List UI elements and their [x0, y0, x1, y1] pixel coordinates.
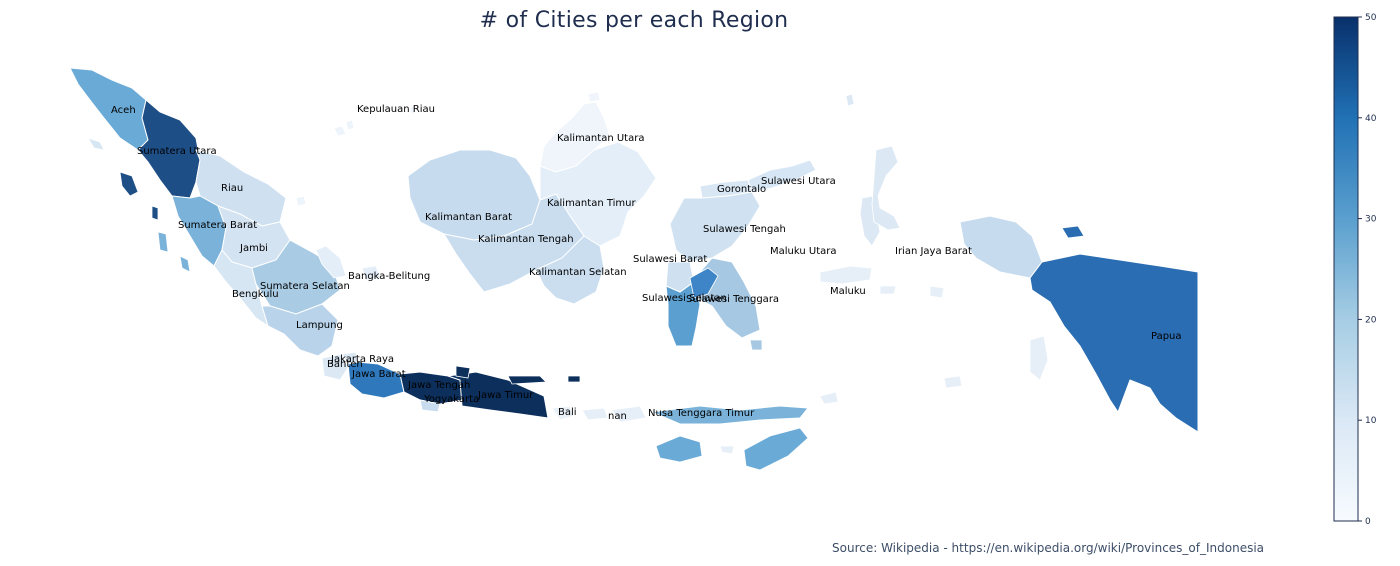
region-kalimantan-barat[interactable]	[407, 149, 541, 241]
label-riau: Riau	[221, 183, 243, 194]
label-jawa-timur: Jawa Timur	[477, 390, 534, 401]
region-nusa-tenggara-timur[interactable]	[650, 405, 809, 425]
label-bali: Bali	[558, 407, 577, 418]
label-kalimantan-selantan: Kalimantan Selatan	[529, 267, 627, 278]
region-sulawesi-utara[interactable]	[747, 159, 817, 193]
label-kalimantan-timur: Kalimantan Timur	[547, 198, 636, 209]
region-banten[interactable]	[321, 353, 349, 381]
kalimantan-island	[407, 91, 657, 305]
label-bengkulu: Bengkulu	[232, 289, 279, 300]
label-papua: Papua	[1151, 331, 1182, 342]
colorbar-tick-label: 20	[1365, 315, 1377, 325]
region-sulawesi-selatan[interactable]	[665, 281, 701, 347]
region-kalimantan-selantan[interactable]	[535, 235, 605, 305]
colorbar-ticks: 0 10 20 30 40 50	[1358, 13, 1377, 527]
region-nusa-tenggara-barat[interactable]	[581, 407, 609, 421]
label-sumatera-selatan: Sumatera Selatan	[260, 281, 350, 292]
label-banten: Banten	[327, 359, 363, 370]
region-yogyakarta[interactable]	[419, 399, 441, 413]
label-kalimantan-tengah: Kalimantan Tengah	[478, 234, 574, 245]
label-lampung: Lampung	[296, 320, 343, 331]
region-sulawesi-tengah[interactable]	[669, 191, 761, 263]
colorbar-tick-label: 50	[1365, 13, 1377, 23]
label-gorontalo: Gorontalo	[717, 184, 766, 195]
label-kalimantan-barat: Kalimantan Barat	[425, 212, 512, 223]
region-jawa-timur[interactable]	[447, 371, 549, 419]
colorbar-tick-label: 10	[1365, 416, 1377, 426]
region-papua[interactable]	[1029, 253, 1199, 433]
colorbar-tick-label: 30	[1365, 215, 1377, 225]
label-aceh: Aceh	[111, 105, 136, 116]
region-maluku[interactable]	[819, 265, 873, 285]
label-kalimantan-utara: Kalimantan Utara	[557, 133, 644, 144]
label-sulawesi-utara: Sulawesi Utara	[761, 176, 836, 187]
label-sulawesi-barat: Sulawesi Barat	[633, 254, 707, 265]
java-island	[321, 351, 581, 419]
bangka-belitung-islands	[315, 245, 381, 281]
label-jambi: Jambi	[239, 243, 268, 254]
label-jakarta-raya: Jakarta Raya	[330, 354, 394, 365]
region-aceh[interactable]	[69, 67, 149, 151]
label-jawa-barat: Jawa Barat	[351, 369, 406, 380]
label-kepulauan-riau: Kepulauan Riau	[357, 104, 435, 115]
label-sulawesi-selatan: Sulawesi Selatan	[642, 293, 727, 304]
label-nusa-tenggara-timur: Nusa Tenggara Timur	[648, 408, 755, 419]
label-maluku-utara: Maluku Utara	[770, 246, 836, 257]
colorbar-tick-label: 40	[1365, 114, 1377, 124]
label-bangka-belitung: Bangka-Belitung	[348, 271, 430, 282]
papua-island	[959, 215, 1199, 433]
label-jawa-tengah: Jawa Tengah	[407, 380, 470, 391]
region-kalimantan-timur[interactable]	[539, 141, 657, 247]
sulawesi-island	[665, 159, 817, 351]
map-title: # of Cities per each Region	[479, 8, 789, 33]
label-sulawesi-tenggara: Sulawesi Tenggara	[686, 294, 779, 305]
colorbar-tick-label: 0	[1365, 517, 1371, 527]
source-note: Source: Wikipedia - https://en.wikipedia…	[832, 541, 1265, 555]
maluku-islands	[819, 93, 1049, 405]
label-yogyakarta: Yogyakarta	[423, 394, 479, 405]
region-labels: Aceh Sumatera Utara Riau Kepulauan Riau …	[111, 104, 1182, 422]
label-maluku: Maluku	[830, 286, 866, 297]
colorbar: 0 10 20 30 40 50	[1333, 13, 1377, 527]
region-irian-jaya-barat[interactable]	[959, 215, 1043, 279]
region-lampung[interactable]	[261, 303, 339, 357]
label-nusa-tenggara-barat: nan	[608, 411, 627, 422]
label-sumatera-barat: Sumatera Barat	[178, 220, 257, 231]
region-bali[interactable]	[551, 405, 575, 421]
label-sulawesi-tengah: Sulawesi Tengah	[703, 224, 786, 235]
colorbar-gradient	[1333, 16, 1359, 522]
sumatra-island	[69, 67, 341, 357]
region-sumatera-selatan[interactable]	[251, 239, 341, 315]
lesser-sunda-islands	[551, 405, 809, 471]
kepulauan-riau-islands	[295, 105, 417, 207]
label-irian-jaya-barat: Irian Jaya Barat	[895, 246, 972, 257]
label-sumatera-utara: Sumatera Utara	[137, 146, 217, 157]
